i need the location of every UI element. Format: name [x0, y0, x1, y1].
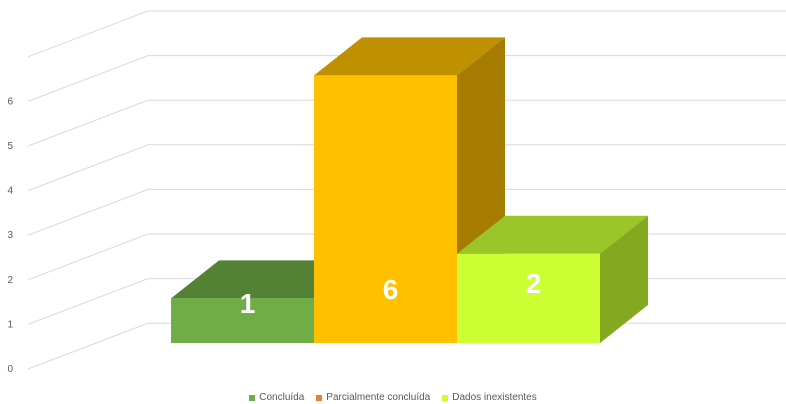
y-tick-label: 5	[7, 141, 13, 152]
gridline-diagonal	[27, 188, 149, 236]
legend-item-dados-inexistentes: Dados inexistentes	[442, 392, 537, 403]
gridline-diagonal	[27, 322, 149, 370]
y-tick-label: 0	[7, 364, 13, 375]
legend-label: Parcialmente concluída	[326, 392, 431, 403]
bar-2	[457, 253, 600, 343]
legend-swatch	[249, 394, 256, 401]
y-tick-label: 1	[7, 319, 13, 330]
gridline-diagonal	[27, 10, 149, 58]
bar-top-1	[314, 37, 505, 76]
data-label-0: 1	[240, 288, 256, 319]
bar-top-2	[457, 215, 648, 254]
legend-item-concluida: Concluída	[249, 392, 304, 403]
legend-swatch	[316, 394, 323, 401]
bars	[171, 37, 648, 344]
bar-1	[314, 75, 457, 344]
y-axis-ticks: 0 1 2 3 4 5 6	[7, 96, 13, 375]
legend-swatch	[442, 394, 449, 401]
gridline-diagonal	[27, 144, 149, 192]
legend-label: Concluída	[259, 392, 305, 403]
gridline-diagonal	[27, 278, 149, 325]
y-tick-label: 3	[7, 230, 13, 241]
legend-item-parcialmente-concluida: Parcialmente concluída	[316, 392, 430, 403]
gridline-diagonal	[27, 99, 149, 147]
y-tick-label: 4	[7, 186, 13, 197]
gridline-diagonal	[27, 233, 149, 281]
legend-label: Dados inexistentes	[452, 392, 537, 403]
bar-side-2	[600, 215, 648, 343]
data-label-2: 2	[526, 268, 542, 299]
gridline-diagonal	[27, 55, 149, 102]
data-labels: 1 6 2	[240, 268, 542, 319]
legend: Concluída Parcialmente concluída Dados i…	[0, 392, 786, 403]
y-tick-label: 6	[7, 96, 13, 107]
y-tick-label: 2	[7, 275, 13, 286]
bar-0	[171, 298, 314, 343]
data-label-1: 6	[383, 274, 399, 305]
